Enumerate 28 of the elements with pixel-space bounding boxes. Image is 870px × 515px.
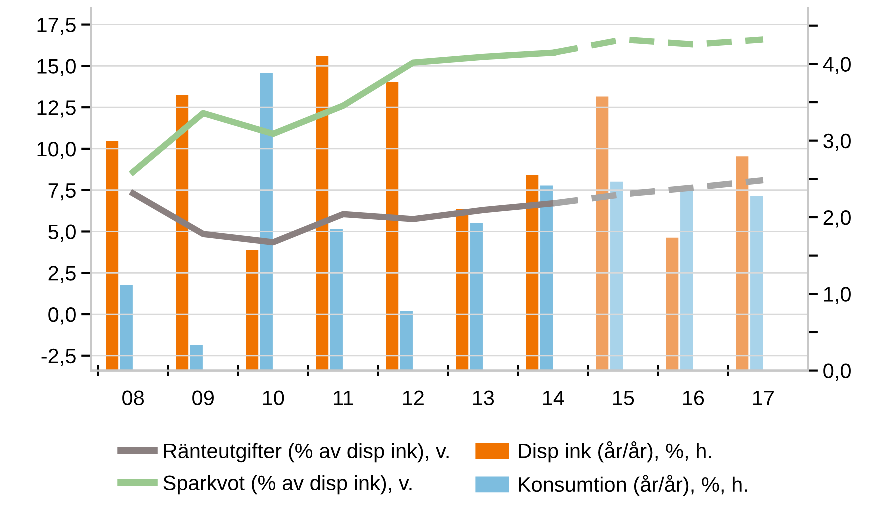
- legend-label: Konsumtion (år/år), %, h.: [519, 475, 748, 496]
- y-tick-label: 15,0: [38, 59, 76, 76]
- y-tick-label: 7,5: [48, 184, 76, 201]
- y-tick-label: 2,5: [48, 266, 76, 284]
- x-tick-label: 08: [122, 390, 144, 406]
- x-tick-label: 09: [192, 390, 214, 406]
- y-tick-label: 5,0: [48, 224, 76, 242]
- y-tick-label: 17,5: [38, 18, 76, 36]
- y2-tick-label: 3,0: [824, 134, 851, 152]
- legend-label: Sparkvot (% av disp ink), v.: [164, 475, 412, 495]
- x-tick-label: 16: [683, 390, 704, 406]
- x-tick-label: 15: [613, 391, 634, 406]
- x-tick-label: 12: [403, 390, 424, 406]
- y2-tick-label: 4,0: [823, 57, 851, 74]
- y2-tick-label: 2,0: [824, 210, 851, 228]
- y-tick-label: -2,5: [42, 348, 76, 366]
- y2-tick-label: 0,0: [824, 364, 851, 382]
- legend-label: Disp ink (år/år), %, h.: [519, 442, 712, 463]
- y-tick-label: 0,0: [48, 308, 76, 325]
- y-tick-label: 10,0: [38, 142, 76, 160]
- x-tick-label: 11: [334, 391, 354, 406]
- x-tick-label: 13: [473, 390, 494, 406]
- y2-tick-label: 1,0: [824, 287, 851, 304]
- legend-label: Ränteutgifter (% av disp ink), v.: [164, 443, 449, 463]
- y-tick-label: 12,5: [38, 100, 76, 118]
- x-tick-label: 10: [263, 390, 284, 406]
- x-tick-label: 14: [543, 391, 564, 406]
- x-tick-label: 17: [753, 391, 774, 406]
